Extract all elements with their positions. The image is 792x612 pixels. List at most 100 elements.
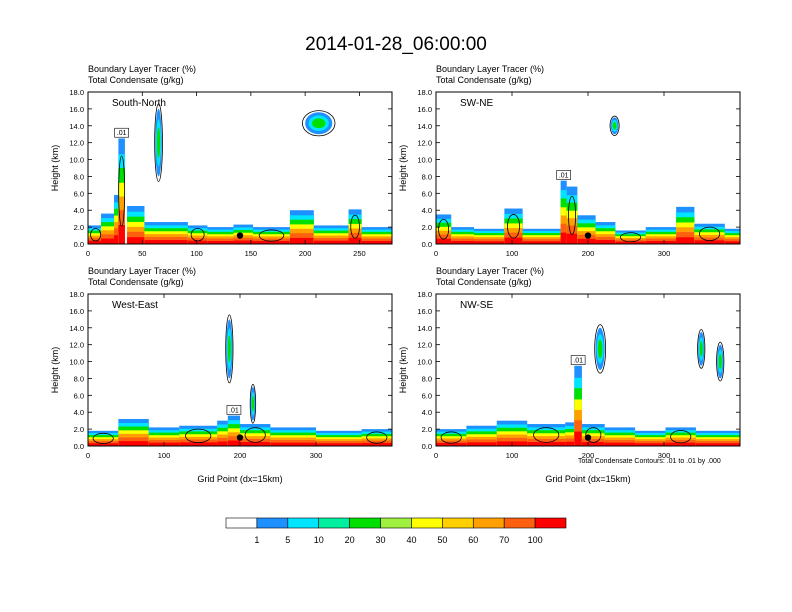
subtitle-tracer: Boundary Layer Tracer (%) xyxy=(88,266,196,276)
panel-label: NW-SE xyxy=(460,300,493,311)
colorbar-box xyxy=(534,517,567,529)
y-tick-label: 0.0 xyxy=(422,240,432,249)
x-tick-label: 0 xyxy=(434,249,438,258)
y-axis-label: Height (km) xyxy=(50,145,60,192)
subtitle-tracer: Boundary Layer Tracer (%) xyxy=(436,64,544,74)
condensate-contour xyxy=(697,329,706,369)
y-tick-label: 2.0 xyxy=(74,223,84,232)
plot-frame xyxy=(87,91,393,245)
y-tick-label: 12.0 xyxy=(417,139,432,148)
y-tick-label: 2.0 xyxy=(74,425,84,434)
colorbar-box xyxy=(256,517,289,529)
colorbar-box xyxy=(442,517,474,529)
bl-tracer-band xyxy=(615,241,646,244)
bl-tracer-band xyxy=(436,238,452,244)
colorbar-box xyxy=(411,517,443,529)
colorbar-box xyxy=(287,517,320,529)
condensate-contour xyxy=(533,427,560,443)
x-tick-label: 150 xyxy=(245,249,258,258)
plot-frame xyxy=(435,293,741,447)
condensate-contour xyxy=(249,383,257,424)
colorbar-box xyxy=(349,517,381,529)
condensate-contour xyxy=(90,228,102,242)
contour-note: Total Condensate Contours: .01 to .01 by… xyxy=(578,458,721,465)
anvil-inner xyxy=(227,335,231,363)
anvil-inner xyxy=(156,127,161,158)
x-tick-label: 250 xyxy=(353,249,366,258)
y-tick-label: 18.0 xyxy=(417,88,432,97)
condensate-contour xyxy=(366,431,388,444)
bl-tracer-band xyxy=(316,443,362,446)
colorbar-label: 50 xyxy=(437,535,447,545)
x-axis-label: Grid Point (dx=15km) xyxy=(197,474,282,484)
bl-tracer-band xyxy=(227,440,240,446)
colorbar-box xyxy=(318,517,350,529)
condensate-contour xyxy=(244,427,266,443)
x-tick-label: 300 xyxy=(658,249,671,258)
contour-label-box xyxy=(114,127,129,138)
bl-tracer-band xyxy=(474,241,505,244)
bl-tracer-band xyxy=(565,441,575,446)
bl-tracer-band xyxy=(313,240,349,244)
anvil-inner xyxy=(699,341,703,357)
anvil-inner xyxy=(251,396,255,412)
x-tick-label: 0 xyxy=(86,451,90,460)
y-tick-label: 12.0 xyxy=(69,139,84,148)
bl-tracer-band xyxy=(270,442,316,446)
bl-tracer-band xyxy=(577,238,596,244)
bl-tracer-band xyxy=(581,442,605,446)
subtitle-condensate: Total Condensate (g/kg) xyxy=(88,277,184,287)
condensate-contour xyxy=(154,103,163,182)
colorbar-label: 20 xyxy=(345,535,355,545)
subtitle-condensate: Total Condensate (g/kg) xyxy=(436,277,532,287)
panel-label: South-North xyxy=(112,98,166,109)
anvil-inner xyxy=(597,339,603,359)
condensate-contour xyxy=(438,218,450,240)
condensate-contour xyxy=(620,232,642,243)
contour-label: .01 xyxy=(117,130,127,137)
bl-tracer-band xyxy=(289,237,314,244)
y-tick-label: 2.0 xyxy=(422,425,432,434)
location-marker xyxy=(236,434,244,441)
x-tick-label: 300 xyxy=(658,451,671,460)
bl-tracer-band xyxy=(724,241,740,244)
bl-tracer-band xyxy=(695,443,740,446)
bl-tracer-band xyxy=(114,235,119,244)
panel-3: .01 0.0 2.0 4.0 6.0 8.0 10.0 12.0 14.0 16.0 18.0 0 1… xyxy=(50,266,393,484)
x-tick-label: 50 xyxy=(138,249,146,258)
x-tick-label: 0 xyxy=(86,249,90,258)
y-tick-label: 16.0 xyxy=(417,307,432,316)
bl-tracer-band xyxy=(88,240,104,244)
y-tick-label: 8.0 xyxy=(422,172,432,181)
bl-tracer-band xyxy=(436,442,467,446)
y-tick-label: 12.0 xyxy=(417,341,432,350)
y-tick-label: 10.0 xyxy=(417,156,432,165)
x-tick-label: 200 xyxy=(582,451,595,460)
y-tick-label: 14.0 xyxy=(417,122,432,131)
panels: .01 0.0 2.0 4.0 6.0 8.0 10.0 12.0 14.0 16.0 18.0 0 5… xyxy=(50,64,741,484)
y-tick-label: 18.0 xyxy=(417,290,432,299)
x-tick-label: 200 xyxy=(582,249,595,258)
condensate-contour xyxy=(585,427,602,443)
bl-tracer-band xyxy=(604,442,636,446)
condensate-contour xyxy=(594,324,607,374)
y-tick-label: 6.0 xyxy=(74,391,84,400)
bl-tracer-band xyxy=(522,241,561,244)
plot-area xyxy=(436,115,740,244)
y-tick-label: 10.0 xyxy=(69,358,84,367)
bl-tracer-band xyxy=(179,442,218,446)
y-tick-label: 14.0 xyxy=(69,324,84,333)
plot-area xyxy=(88,103,392,244)
bl-tracer-band xyxy=(676,237,695,244)
y-tick-label: 0.0 xyxy=(74,240,84,249)
bl-tracer-band xyxy=(144,240,188,244)
condensate-contour xyxy=(258,229,285,242)
colorbar-label: 1 xyxy=(254,535,259,545)
colorbar-label: 60 xyxy=(468,535,478,545)
y-tick-label: 10.0 xyxy=(69,156,84,165)
condensate-contour xyxy=(302,110,336,137)
contour-label: .01 xyxy=(573,358,583,365)
anvil-inner xyxy=(311,118,326,129)
x-tick-label: 100 xyxy=(190,249,203,258)
condensate-contour xyxy=(185,428,212,444)
